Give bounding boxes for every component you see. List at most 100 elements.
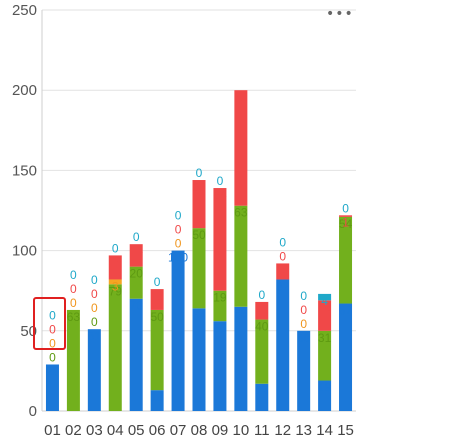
data-label: 70 (130, 299, 144, 313)
x-tick-label: 14 (316, 422, 333, 439)
data-label-zero: 0 (49, 322, 56, 336)
bar-segment[interactable] (318, 330, 332, 381)
data-label-zero: 0 (91, 287, 98, 301)
bar-segment[interactable] (108, 279, 122, 285)
y-tick-label: 0 (29, 403, 37, 420)
bar-segment[interactable] (108, 255, 122, 280)
x-tick-label: 11 (254, 422, 270, 439)
data-label-zero: 0 (258, 288, 265, 302)
bar-segment[interactable] (150, 289, 164, 310)
bar-segment[interactable] (318, 380, 332, 411)
bar-segment[interactable] (192, 228, 206, 309)
data-label: 50 (192, 228, 206, 242)
data-label-zero: 0 (91, 273, 98, 287)
data-label-zero: 0 (342, 201, 349, 215)
bar-segment[interactable] (318, 300, 332, 331)
data-label-zero: 0 (70, 296, 77, 310)
data-label-zero: 0 (49, 336, 56, 350)
y-tick-label: 200 (12, 82, 37, 99)
data-label-zero: 0 (279, 249, 286, 263)
bar-segment[interactable] (234, 90, 248, 206)
data-label-zero: 0 (70, 282, 77, 296)
bar-segment[interactable] (150, 309, 164, 391)
bar-segment[interactable] (339, 303, 353, 411)
data-label-zero: 0 (175, 237, 182, 251)
x-tick-label: 09 (212, 422, 229, 439)
data-label: 19 (318, 300, 332, 314)
x-tick-label: 02 (65, 422, 82, 439)
data-label-zero: 0 (91, 301, 98, 315)
x-tick-label: 06 (149, 422, 166, 439)
data-label-zero: 0 (91, 315, 98, 329)
bar-segment[interactable] (66, 309, 80, 411)
data-label: 40 (255, 320, 269, 334)
y-tick-label: 150 (12, 162, 37, 179)
bar-segment[interactable] (339, 216, 353, 304)
data-label: 15 (109, 255, 123, 269)
bar-segment[interactable] (276, 279, 290, 411)
bar-segment[interactable] (129, 266, 143, 299)
bar-segment[interactable] (255, 319, 269, 384)
data-label: 63 (234, 206, 248, 220)
bar-segment[interactable] (213, 290, 227, 322)
bar-segment[interactable] (45, 364, 59, 411)
bar-segment[interactable] (339, 215, 353, 217)
data-label: 31 (318, 331, 332, 345)
x-tick-label: 10 (233, 422, 250, 439)
bar-segment[interactable] (255, 301, 269, 320)
data-label-zero: 0 (279, 235, 286, 249)
data-label: 19 (213, 291, 227, 305)
bar-segment[interactable] (318, 293, 332, 301)
bar-segment[interactable] (255, 383, 269, 411)
highlight-box (33, 297, 66, 350)
data-label-zero: 0 (217, 174, 224, 188)
x-tick-label: 05 (128, 422, 145, 439)
data-label: 63 (67, 310, 81, 324)
data-label-zero: 0 (70, 268, 77, 282)
data-label-zero: 0 (300, 289, 307, 303)
x-tick-label: 07 (170, 422, 187, 439)
data-label: 3 (112, 279, 119, 293)
data-label: 79 (109, 284, 123, 298)
data-label: 20 (130, 267, 144, 281)
bar-segment[interactable] (276, 263, 290, 280)
data-label: 17 (255, 384, 269, 398)
data-label-zero: 0 (154, 275, 161, 289)
bar-segment[interactable] (192, 180, 206, 229)
bar-segment[interactable] (234, 205, 248, 307)
y-tick-label: 50 (20, 323, 37, 340)
data-label-zero: 0 (300, 317, 307, 331)
x-tick-label: 08 (191, 422, 208, 439)
data-label: 64 (213, 188, 227, 202)
bar-segment[interactable] (108, 284, 122, 411)
bar-segment[interactable] (213, 321, 227, 411)
data-label: 1 (342, 215, 349, 229)
y-tick-label: 250 (12, 2, 37, 19)
data-label: 56 (213, 321, 227, 335)
bar-segment[interactable] (87, 329, 101, 411)
data-label: 13 (150, 390, 164, 404)
bar-segment[interactable] (297, 330, 311, 411)
bar-segment[interactable] (171, 250, 185, 411)
bar-segment[interactable] (234, 306, 248, 411)
data-label: 13 (150, 289, 164, 303)
bar-segment[interactable] (129, 298, 143, 411)
bar-segment[interactable] (192, 308, 206, 411)
more-horizontal-icon[interactable]: ••• (326, 6, 354, 22)
data-label-zero: 0 (112, 241, 119, 255)
data-label: 29 (46, 364, 60, 378)
bar-segment[interactable] (150, 390, 164, 411)
bars (45, 90, 353, 411)
data-label: 67 (339, 304, 353, 318)
x-tick-label: 13 (295, 422, 312, 439)
bar-segment[interactable] (213, 188, 227, 291)
x-tick-label: 04 (107, 422, 124, 439)
data-label-zero: 0 (175, 223, 182, 237)
data-label-zero: 0 (49, 308, 56, 322)
data-label: 51 (88, 329, 102, 343)
data-label-zero: 0 (133, 230, 140, 244)
bar-segment[interactable] (129, 244, 143, 267)
